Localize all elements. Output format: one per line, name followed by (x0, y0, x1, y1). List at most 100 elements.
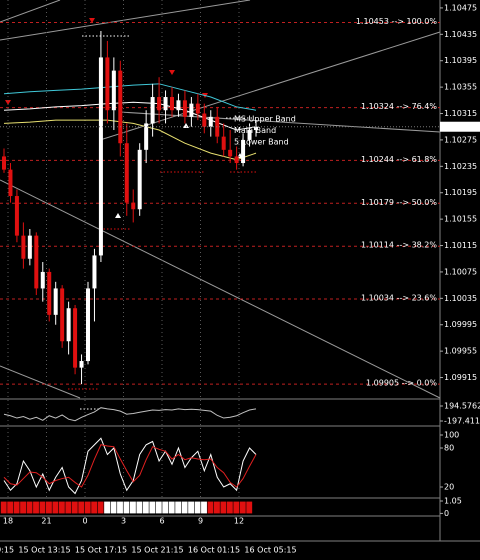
signal-block (123, 501, 130, 514)
candle-body (8, 169, 13, 197)
hour-label: 0 (82, 517, 87, 526)
signal-block (97, 501, 104, 514)
candle-body (92, 255, 97, 289)
fib-label: 1.10179 --> 50.0% (361, 198, 437, 207)
y-tick-label: 1.10475 (444, 3, 477, 12)
fib-label: 1.10324 --> 76.4% (361, 102, 437, 111)
y-tick-label: 20 (444, 483, 454, 492)
band-legend: Main Band (234, 126, 276, 135)
candle-body (40, 271, 45, 289)
signal-block (149, 501, 156, 514)
candle-body (47, 271, 52, 315)
signal-block (233, 501, 240, 514)
candle-body (21, 235, 26, 259)
hour-label: 21 (41, 517, 51, 526)
y-tick-label: 1.10155 (444, 215, 477, 224)
band-legend: MS Upper Band (234, 115, 296, 124)
y-tick-label: 1.09995 (444, 320, 477, 329)
candle-body (189, 103, 194, 117)
signal-block (20, 501, 27, 514)
date-label: 15 Oct 21:15 (131, 546, 183, 555)
date-label: 15 Oct 17:15 (75, 546, 127, 555)
candle-body (98, 57, 103, 256)
candle-body (215, 116, 220, 137)
indicator-line (3, 444, 257, 488)
candle-body (234, 156, 239, 164)
band-line (3, 101, 257, 131)
candle-body (163, 97, 168, 111)
date-label: 16 Oct 01:15 (188, 546, 240, 555)
candle-body (221, 136, 226, 150)
candle-body (79, 361, 84, 368)
y-tick-label: 1.10235 (444, 162, 477, 171)
signal-block (110, 501, 117, 514)
signal-block (91, 501, 98, 514)
candle-body (202, 113, 207, 127)
y-tick-label: 1.05 (444, 497, 462, 506)
hour-label: 3 (121, 517, 126, 526)
candle-body (105, 57, 110, 111)
candle-body (2, 156, 6, 170)
hour-label: 6 (159, 517, 164, 526)
signal-block (71, 501, 78, 514)
date-label: 15 Oct 13:15 (18, 546, 70, 555)
candle-body (14, 196, 19, 236)
candle-body (27, 235, 32, 259)
signal-block (52, 501, 59, 514)
signal-block (13, 501, 20, 514)
candle-body (111, 70, 116, 111)
candle-body (118, 70, 123, 144)
fib-label: 1.10034 --> 23.6% (361, 293, 437, 302)
signal-block (33, 501, 39, 514)
candle-body (73, 308, 78, 368)
signal-block (220, 501, 227, 514)
candle-body (53, 288, 58, 315)
indicator-line (3, 437, 257, 495)
candle-body (124, 143, 129, 203)
y-tick-label: 1.10075 (444, 267, 477, 276)
signal-block (201, 501, 207, 514)
signal-block (207, 501, 214, 514)
indicator-line (3, 407, 257, 422)
candle-body (144, 123, 149, 150)
signal-block (155, 501, 162, 514)
candle-body (150, 97, 155, 124)
signal-block (136, 501, 143, 514)
trendlines (0, 0, 441, 399)
hour-label: 18 (3, 517, 13, 526)
candle-body (170, 97, 174, 111)
y-tick-label: 1.10035 (444, 294, 477, 303)
candle-body (34, 235, 39, 289)
signal-block (84, 501, 91, 514)
y-tick-label: 1.10275 (444, 135, 477, 144)
signal-block (46, 501, 52, 514)
signal-block (162, 501, 169, 514)
y-tick-label: 1.10435 (444, 30, 477, 39)
y-tick-label: 100 (444, 431, 459, 440)
y-tick-label: 1.09955 (444, 347, 477, 356)
signal-block (142, 501, 149, 514)
signal-block (7, 501, 14, 514)
signal-block (26, 501, 33, 514)
signal-block (246, 501, 253, 514)
candle-body (247, 130, 252, 140)
signal-block (104, 501, 111, 514)
signal-block (130, 501, 136, 514)
signal-block (194, 501, 201, 514)
signal-block (168, 501, 175, 514)
candle-body (182, 100, 187, 117)
y-tick-label: 80 (444, 444, 454, 453)
candle-body (208, 116, 213, 127)
candle-body (131, 202, 136, 210)
signal-block (78, 501, 85, 514)
band-legend: 5 Lower Band (234, 138, 289, 147)
signal-block (117, 501, 123, 514)
band-line (3, 119, 257, 161)
y-tick-label: 1.09915 (444, 373, 477, 382)
fib-label: 1.10244 --> 61.8% (361, 155, 437, 164)
date-label: 15 Oct 09:15 (0, 546, 14, 555)
y-tick-label: 1.10195 (444, 188, 477, 197)
date-label: 16 Oct 05:15 (244, 546, 296, 555)
